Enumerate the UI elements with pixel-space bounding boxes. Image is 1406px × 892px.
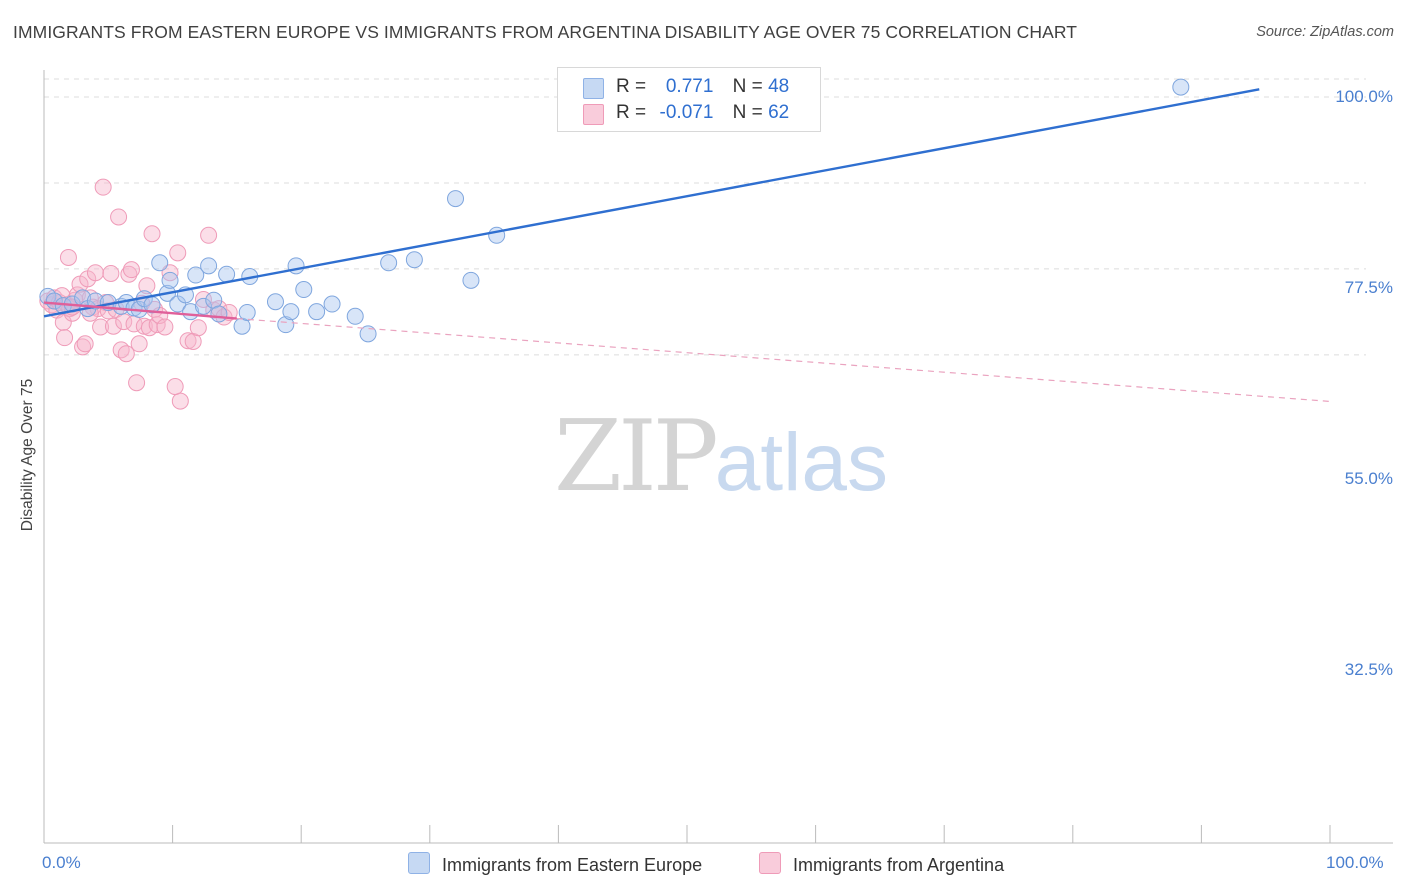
eastern-europe-point <box>218 265 236 283</box>
legend-swatch <box>583 78 604 99</box>
correlation-legend: R = 0.771 N = 48 R = -0.071 N = 62 <box>557 67 821 132</box>
r-value: -0.071 <box>659 102 714 123</box>
eastern-europe-point <box>405 251 423 269</box>
argentina-point <box>74 338 92 356</box>
n-label: N = <box>732 76 763 97</box>
argentina-point <box>92 318 110 336</box>
argentina-point <box>117 345 135 363</box>
legend-swatch <box>408 852 430 874</box>
eastern-europe-point <box>462 271 480 289</box>
r-label: R = <box>616 76 647 97</box>
argentina-point <box>122 261 140 279</box>
eastern-europe-point <box>1172 78 1190 96</box>
legend-swatch <box>583 104 604 125</box>
y-tick-label: 77.5% <box>1344 278 1393 297</box>
bottom-legend-argentina: Immigrants from Argentina <box>759 852 1004 876</box>
y-axis-label: Disability Age Over 75 <box>19 378 36 532</box>
eastern-europe-point <box>210 305 228 323</box>
eastern-europe-point <box>295 281 313 299</box>
eastern-europe-point <box>277 316 295 334</box>
argentina-point <box>200 226 218 244</box>
argentina-point <box>104 317 122 335</box>
axes <box>43 70 1393 844</box>
argentina-point <box>130 335 148 353</box>
n-label: N = <box>732 102 763 123</box>
argentina-point <box>166 378 184 396</box>
trend-lines <box>43 88 1331 403</box>
argentina-point <box>169 244 187 262</box>
source-label: Source: ZipAtlas.com <box>1256 24 1394 40</box>
r-label: R = <box>616 102 647 123</box>
argentina-point <box>110 208 128 226</box>
eastern-europe-point <box>266 293 284 311</box>
chart-title: IMMIGRANTS FROM EASTERN EUROPE VS IMMIGR… <box>13 22 1078 42</box>
bottom-legend-eastern-europe: Immigrants from Eastern Europe <box>408 852 702 876</box>
eastern-europe-point <box>45 292 63 310</box>
eastern-europe-trend-line <box>43 88 1260 318</box>
eastern-europe-point <box>194 297 212 315</box>
watermark-atlas: atlas <box>714 417 888 508</box>
argentina-trend-line <box>43 301 237 320</box>
eastern-europe-point <box>447 190 465 208</box>
eastern-europe-point <box>151 254 169 272</box>
x-tick-label: 100.0% <box>1326 853 1384 872</box>
eastern-europe-point <box>323 295 341 313</box>
argentina-point <box>56 329 74 347</box>
n-value: 62 <box>768 102 790 123</box>
eastern-europe-point <box>161 271 179 289</box>
watermark: ZIPatlas <box>554 400 888 514</box>
argentina-point <box>128 374 146 392</box>
eastern-europe-point <box>380 254 398 272</box>
eastern-europe-point <box>346 307 364 325</box>
y-tick-label: 55.0% <box>1344 469 1393 488</box>
watermark-zip: ZIP <box>554 400 719 514</box>
argentina-point <box>156 318 174 336</box>
argentina-point <box>179 332 197 350</box>
n-value: 48 <box>768 76 790 97</box>
argentina-point <box>76 335 94 353</box>
argentina-point <box>171 392 189 410</box>
argentina-trend-dashed <box>236 317 1331 403</box>
eastern-europe-point <box>200 257 218 275</box>
eastern-europe-point <box>282 303 300 321</box>
argentina-point <box>86 264 104 282</box>
argentina-point <box>102 264 120 282</box>
eastern-europe-point <box>187 266 205 284</box>
legend-swatch <box>759 852 781 874</box>
argentina-point <box>59 248 77 266</box>
argentina-point <box>143 225 161 243</box>
eastern-europe-point <box>238 303 256 321</box>
legend-label: Immigrants from Eastern Europe <box>442 855 703 875</box>
r-value: 0.771 <box>665 76 714 97</box>
argentina-point <box>138 277 156 295</box>
x-tick-label: 0.0% <box>42 853 81 872</box>
eastern-europe-point <box>359 325 377 343</box>
argentina-point <box>189 319 207 337</box>
y-tick-label: 100.0% <box>1335 87 1393 106</box>
y-tick-label: 32.5% <box>1344 660 1393 679</box>
argentina-point <box>120 265 138 283</box>
eastern-europe-point <box>308 303 326 321</box>
argentina-point <box>94 178 112 196</box>
argentina-point <box>54 313 72 331</box>
legend-label: Immigrants from Argentina <box>793 855 1005 875</box>
